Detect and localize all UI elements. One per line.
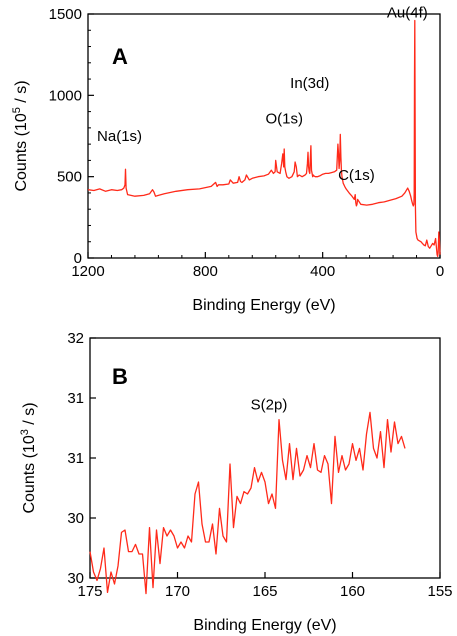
- panel-a-peak-annotation: In(3d): [290, 75, 329, 92]
- panel-a-y-tick-label: 500: [57, 169, 82, 186]
- panel-b-x-axis-title: Binding Energy (eV): [193, 617, 336, 634]
- panel-a-y-axis-title: Counts (105 / s): [11, 80, 30, 191]
- panel-a-x-tick-label: 400: [310, 263, 335, 280]
- panel-b-y-tick-label: 30: [67, 570, 84, 587]
- panel-b-x-tick-label: 165: [252, 583, 277, 600]
- panel-a-y-tick-label: 1500: [49, 6, 82, 23]
- panel-b-annotations: S(2p): [251, 397, 288, 414]
- panel-a-x-tick-label: 800: [193, 263, 218, 280]
- panel-b-y-tick-label: 31: [67, 450, 84, 467]
- panel-a-y-ticks: 0 500 1000 1500: [49, 6, 94, 267]
- panel-a-peak-annotation: O(1s): [265, 111, 303, 128]
- panel-a-annotations: Na(1s) O(1s) In(3d) C(1s) Au(4f): [97, 4, 428, 184]
- panel-a-x-tick-label: 1200: [71, 263, 104, 280]
- panel-b-peak-annotation: S(2p): [251, 397, 288, 414]
- panel-a-x-tick-label: 0: [436, 263, 444, 280]
- panel-b-series-line: [89, 411, 406, 595]
- panel-b-y-ticks: 30 30 31 31 32: [67, 330, 96, 587]
- panel-b-y-tick-label: 32: [67, 330, 84, 347]
- panel-b-plot-frame: [89, 337, 441, 579]
- panel-b-y-tick-label: 31: [67, 390, 84, 407]
- panel-a-peak-annotation: Au(4f): [387, 4, 428, 21]
- panel-a-x-ticks: 1200 800 400 0: [71, 252, 444, 280]
- panel-b-x-tick-label: 170: [165, 583, 190, 600]
- panel-b-letter: B: [112, 364, 128, 389]
- panel-a-peak-annotation: Na(1s): [97, 128, 142, 145]
- panel-a-plot-frame: [87, 13, 441, 259]
- panel-b-x-tick-label: 175: [77, 583, 102, 600]
- panel-a-x-axis-title: Binding Energy (eV): [192, 297, 335, 314]
- panel-a-letter: A: [112, 44, 128, 69]
- panel-a-y-tick-label: 1000: [49, 87, 82, 104]
- panel-b-chart: B 175 170 165 160 155 30 30 31 31 32 S(2p) Bindi…: [19, 330, 453, 634]
- panel-b-x-ticks: 175 170 165 160 155: [77, 572, 453, 600]
- panel-a-peak-annotation: C(1s): [338, 167, 375, 184]
- panel-b-y-tick-label: 30: [67, 510, 84, 527]
- panel-a-series-line: [87, 19, 441, 258]
- panel-a-y-tick-label: 0: [74, 250, 82, 267]
- panel-a-chart: A 1200 800 400 0 0 500 1000 1500 Na(1s) O(1s) In…: [11, 4, 444, 314]
- panel-b-y-axis-title: Counts (103 / s): [19, 402, 38, 513]
- panel-b-x-tick-label: 160: [340, 583, 365, 600]
- panel-b-x-tick-label: 155: [427, 583, 452, 600]
